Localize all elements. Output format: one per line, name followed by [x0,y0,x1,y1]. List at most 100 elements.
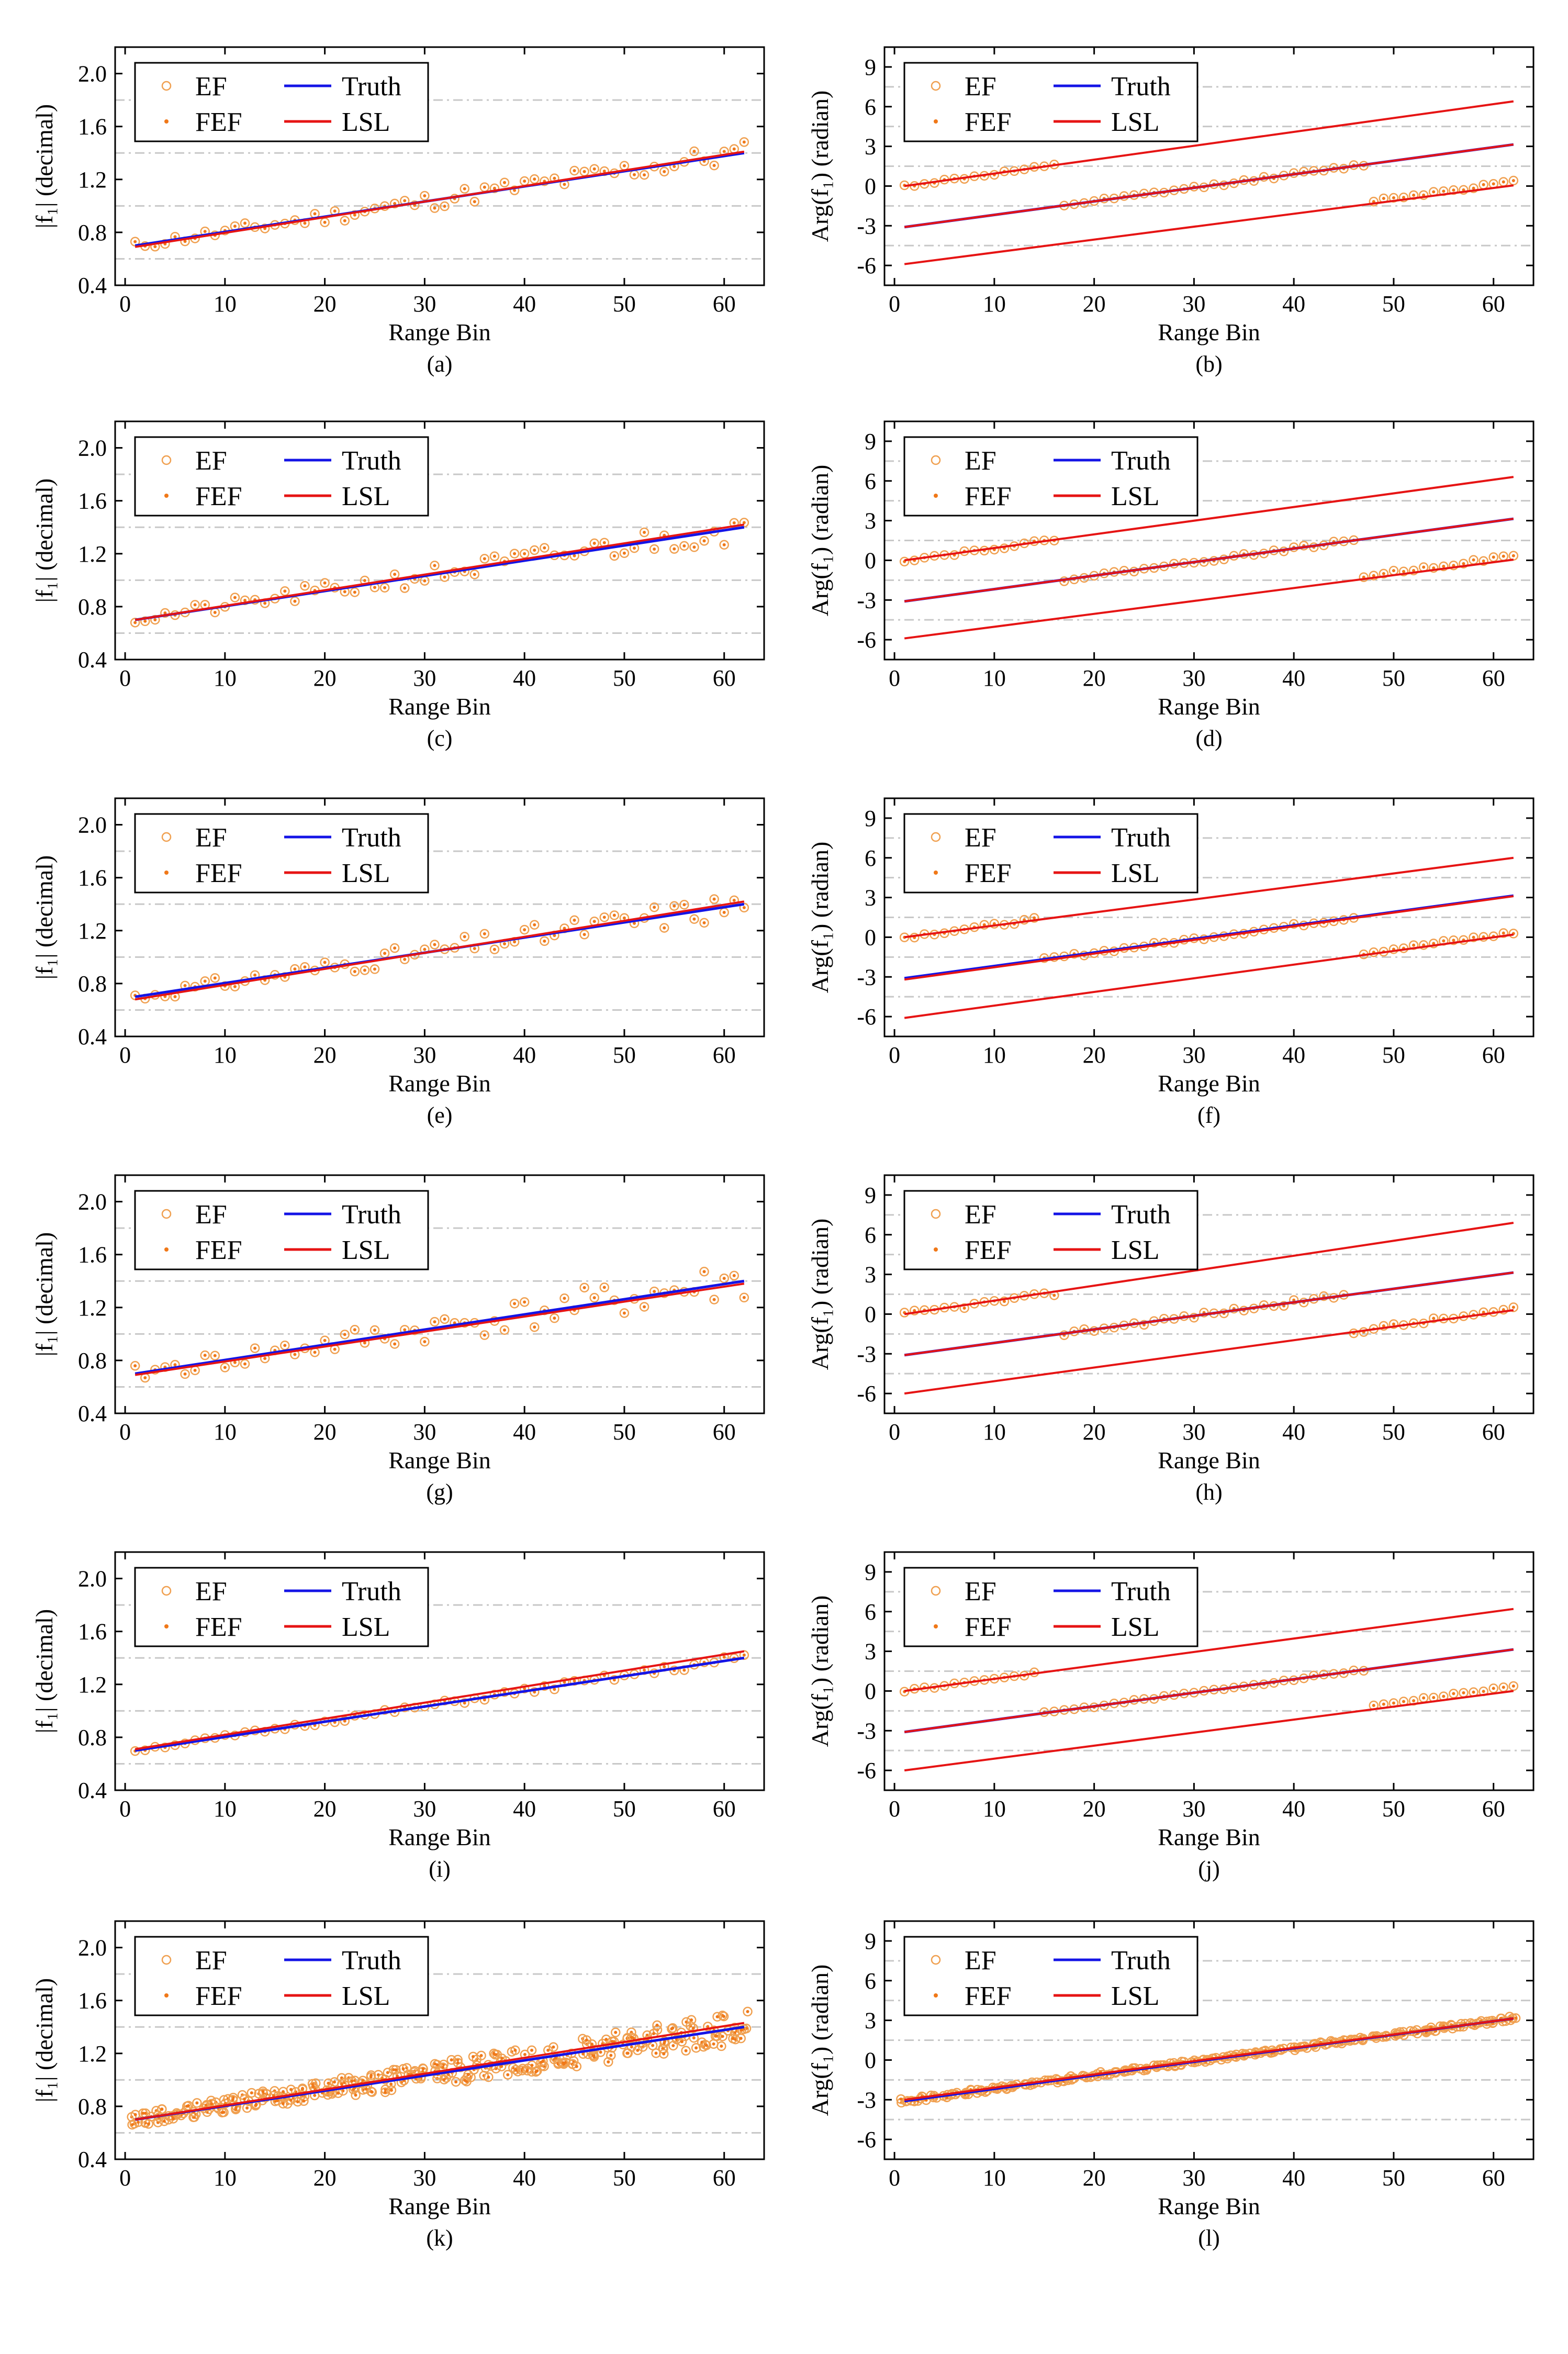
ef-point [739,1650,749,1660]
fef-point [323,961,327,964]
fef-point [553,934,556,938]
ef-point [350,1325,360,1335]
fef-point [742,1653,746,1657]
fef-point [643,1668,646,1672]
ef-point [540,936,550,946]
ef-point [639,1302,649,1312]
fef-point [680,2040,684,2044]
ef-point [701,2040,711,2050]
legend-ef-label: EF [965,823,996,853]
ef-point [220,1363,230,1373]
fef-point [513,940,517,944]
ef-point [689,914,699,924]
fef-point [245,2106,249,2110]
ef-point [1479,556,1488,566]
y-tick-label: 2.0 [78,436,107,461]
fef-point [1412,1699,1416,1703]
y-axis-title: Arg(f₁) (radian) [807,1596,833,1747]
ef-point [519,924,530,935]
ef-point [143,2119,154,2129]
ef-point [1508,175,1519,186]
fef-point [364,2087,368,2091]
fef-point [602,1286,606,1289]
fef-point [583,170,586,173]
plot-area [899,1222,1519,1395]
ef-point [603,2057,613,2067]
legend: EF FEF Truth LSL [134,1936,429,2016]
fef-point [303,221,307,225]
legend-ef-label: EF [965,1577,996,1606]
ef-point [1379,1321,1389,1331]
legend-ef-marker [161,455,172,465]
fef-point [333,2080,337,2084]
x-tick-label: 10 [983,1796,1006,1822]
fef-point [506,2073,510,2077]
ef-point [1315,2037,1326,2047]
ef-point [509,185,520,195]
y-tick-label: -6 [857,1758,876,1783]
panel-caption: (l) [1198,2225,1220,2251]
x-tick-label: 10 [214,1796,237,1822]
legend-fef-label: FEF [965,1981,1012,2011]
ef-point [659,923,669,933]
ef-point [1479,1307,1488,1318]
legend-lsl-label: LSL [342,482,390,511]
fef-point [636,2048,640,2052]
legend-lsl-label: LSL [1111,107,1159,137]
fef-point [1422,1696,1426,1700]
fef-point [746,2010,749,2013]
legend: EF FEF Truth LSL [903,1936,1199,2016]
x-tick-label: 0 [889,2165,900,2191]
ef-point [899,1687,910,1697]
fef-point [523,1687,527,1690]
fef-point [643,173,646,177]
fef-point [373,967,376,971]
fef-point [172,2117,175,2121]
ef-point [529,545,540,555]
fef-point [962,1306,966,1310]
ef-point [499,1687,510,1697]
fef-point [333,1347,337,1351]
ef-point [739,137,749,147]
ef-point [389,943,400,953]
fef-point [350,2079,354,2083]
legend-box [903,1190,1199,1270]
fef-point [313,2094,317,2098]
fef-point [473,946,476,950]
fef-point [333,209,337,213]
ef-point [609,910,620,920]
fef-point [323,220,327,224]
fef-point [1432,1696,1436,1700]
legend-fef-label: FEF [965,482,1012,511]
fef-point [483,1333,486,1337]
ef-point [699,918,709,928]
ef-point [589,164,599,174]
ef-point [432,2060,442,2070]
ef-point [300,581,310,591]
ef-point [743,2006,753,2017]
fef-point [1472,1690,1475,1694]
fef-point [423,194,427,197]
y-tick-label: 2.0 [78,1935,107,1961]
x-tick-label: 30 [413,291,436,317]
fef-point [534,2070,538,2073]
plot-area [899,856,1519,1019]
fef-point [133,2113,137,2116]
fef-point [523,2052,527,2056]
ef-point [578,2049,588,2059]
ef-point [1469,932,1479,942]
ef-point [1398,566,1409,577]
ef-point [398,2064,408,2074]
legend-truth-label: Truth [342,446,401,476]
ef-point [1369,571,1379,581]
ef-point [529,174,540,184]
legend-box [134,813,429,894]
x-tick-label: 0 [889,1796,900,1822]
y-tick-label: 6 [865,1599,876,1625]
ef-point [739,518,749,528]
x-axis-title: Range Bin [1158,319,1260,345]
y-tick-label: 0.8 [78,220,107,246]
fef-point [141,2112,145,2115]
y-tick-label: -3 [857,1718,876,1744]
fef-point [463,1701,466,1705]
